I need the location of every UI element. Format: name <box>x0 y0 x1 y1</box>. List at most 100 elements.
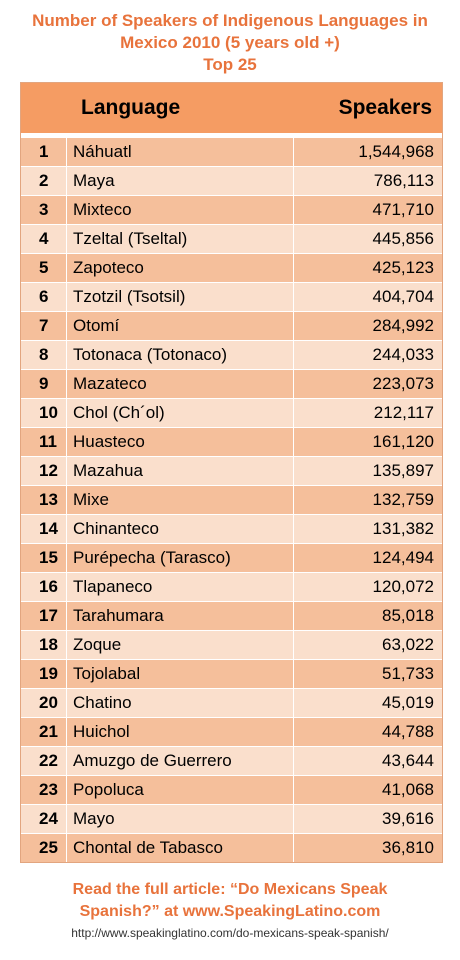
speakers-table: Language Speakers 1 Náhuatl 1,544,968 2 Maya… <box>20 82 443 863</box>
row-rank: 10 <box>21 399 67 427</box>
table-row: 16 Tlapaneco 120,072 <box>21 573 442 602</box>
row-rank: 25 <box>21 834 67 862</box>
row-language: Zapoteco <box>67 254 294 282</box>
table-row: 6 Tzotzil (Tsotsil) 404,704 <box>21 283 442 312</box>
row-language: Mayo <box>67 805 294 833</box>
table-row: 15 Purépecha (Tarasco) 124,494 <box>21 544 442 573</box>
row-speakers: 132,759 <box>372 490 434 509</box>
row-language: Mixe <box>67 486 294 514</box>
row-speakers: 244,033 <box>372 345 434 364</box>
row-speakers: 41,068 <box>382 780 434 799</box>
row-rank: 23 <box>21 776 67 804</box>
title-line-3: Top 25 <box>203 55 257 74</box>
page-title: Number of Speakers of Indigenous Languag… <box>0 0 460 76</box>
row-rank: 24 <box>21 805 67 833</box>
row-speakers: 471,710 <box>372 200 434 219</box>
table-row: 20 Chatino 45,019 <box>21 689 442 718</box>
table-row: 2 Maya 786,113 <box>21 167 442 196</box>
row-language: Otomí <box>67 312 294 340</box>
table-header: Language Speakers <box>21 83 442 138</box>
row-rank: 22 <box>21 747 67 775</box>
row-rank: 18 <box>21 631 67 659</box>
row-language: Chol (Ch´ol) <box>67 399 294 427</box>
row-rank: 14 <box>21 515 67 543</box>
row-language: Chinanteco <box>67 515 294 543</box>
row-rank: 12 <box>21 457 67 485</box>
row-rank: 20 <box>21 689 67 717</box>
footer-line-1: Read the full article: “Do Mexicans Spea… <box>72 881 388 898</box>
row-speakers: 161,120 <box>372 432 434 451</box>
table-row: 22 Amuzgo de Guerrero 43,644 <box>21 747 442 776</box>
row-language: Chatino <box>67 689 294 717</box>
footer-note: Read the full article: “Do Mexicans Spea… <box>0 879 460 923</box>
row-rank: 11 <box>21 428 67 456</box>
row-language: Amuzgo de Guerrero <box>67 747 294 775</box>
row-speakers: 1,544,968 <box>358 142 434 161</box>
row-speakers: 63,022 <box>382 635 434 654</box>
row-rank: 17 <box>21 602 67 630</box>
title-line-2: Mexico 2010 (5 years old +) <box>120 33 340 52</box>
table-row: 3 Mixteco 471,710 <box>21 196 442 225</box>
row-rank: 15 <box>21 544 67 572</box>
table-row: 14 Chinanteco 131,382 <box>21 515 442 544</box>
row-rank: 21 <box>21 718 67 746</box>
row-speakers: 135,897 <box>372 461 434 480</box>
row-language: Huichol <box>67 718 294 746</box>
row-rank: 5 <box>21 254 67 282</box>
table-row: 5 Zapoteco 425,123 <box>21 254 442 283</box>
row-rank: 7 <box>21 312 67 340</box>
row-rank: 19 <box>21 660 67 688</box>
row-speakers: 39,616 <box>382 809 434 828</box>
title-line-1: Number of Speakers of Indigenous Languag… <box>32 11 428 30</box>
row-rank: 8 <box>21 341 67 369</box>
footer-line-2: Spanish?” at www.SpeakingLatino.com <box>79 903 381 920</box>
row-speakers: 284,992 <box>372 316 434 335</box>
table-row: 1 Náhuatl 1,544,968 <box>21 138 442 167</box>
row-language: Mazahua <box>67 457 294 485</box>
table-row: 11 Huasteco 161,120 <box>21 428 442 457</box>
table-row: 8 Totonaca (Totonaco) 244,033 <box>21 341 442 370</box>
row-rank: 13 <box>21 486 67 514</box>
row-speakers: 212,117 <box>373 403 434 422</box>
row-speakers: 51,733 <box>382 664 434 683</box>
row-language: Tzotzil (Tsotsil) <box>67 283 294 311</box>
table-row: 7 Otomí 284,992 <box>21 312 442 341</box>
row-speakers: 120,072 <box>372 577 434 596</box>
row-language: Tzeltal (Tseltal) <box>67 225 294 253</box>
row-language: Chontal de Tabasco <box>67 834 294 862</box>
row-language: Tojolabal <box>67 660 294 688</box>
row-speakers: 45,019 <box>382 693 434 712</box>
row-rank: 3 <box>21 196 67 224</box>
table-row: 19 Tojolabal 51,733 <box>21 660 442 689</box>
row-language: Maya <box>67 167 294 195</box>
row-language: Náhuatl <box>67 138 294 166</box>
table-row: 10 Chol (Ch´ol) 212,117 <box>21 399 442 428</box>
table-row: 13 Mixe 132,759 <box>21 486 442 515</box>
table-row: 4 Tzeltal (Tseltal) 445,856 <box>21 225 442 254</box>
table-row: 21 Huichol 44,788 <box>21 718 442 747</box>
article-url: http://www.speakinglatino.com/do-mexican… <box>71 926 389 940</box>
table-row: 9 Mazateco 223,073 <box>21 370 442 399</box>
row-speakers: 43,644 <box>382 751 434 770</box>
table-body: 1 Náhuatl 1,544,968 2 Maya 786,113 3 Mixteco 471… <box>21 138 442 862</box>
row-speakers: 44,788 <box>382 722 434 741</box>
table-row: 18 Zoque 63,022 <box>21 631 442 660</box>
row-rank: 2 <box>21 167 67 195</box>
row-language: Totonaca (Totonaco) <box>67 341 294 369</box>
row-speakers: 404,704 <box>372 287 434 306</box>
row-speakers: 786,113 <box>373 171 434 190</box>
row-speakers: 425,123 <box>372 258 434 277</box>
row-speakers: 85,018 <box>382 606 434 625</box>
row-rank: 1 <box>21 138 67 166</box>
row-speakers: 36,810 <box>382 838 434 857</box>
row-speakers: 131,382 <box>372 519 434 538</box>
row-rank: 16 <box>21 573 67 601</box>
row-speakers: 445,856 <box>372 229 434 248</box>
row-speakers: 223,073 <box>372 374 434 393</box>
row-rank: 9 <box>21 370 67 398</box>
row-rank: 4 <box>21 225 67 253</box>
row-speakers: 124,494 <box>372 548 434 567</box>
row-rank: 6 <box>21 283 67 311</box>
table-row: 23 Popoluca 41,068 <box>21 776 442 805</box>
header-speakers: Speakers <box>338 96 432 119</box>
